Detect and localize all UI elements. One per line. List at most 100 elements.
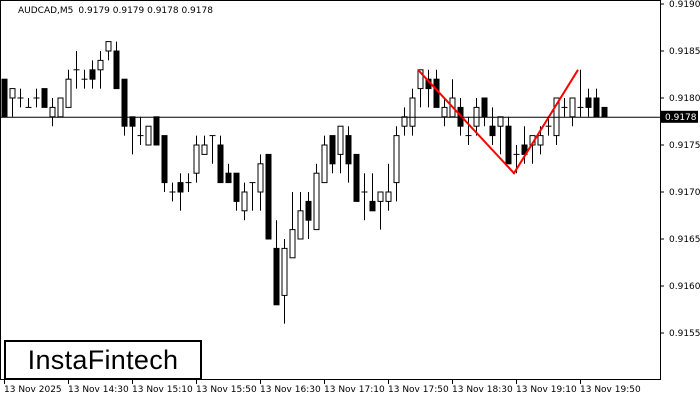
candle (25, 98, 32, 108)
chart-header: AUDCAD,M5 0.9179 0.9179 0.9178 0.9178 (18, 6, 213, 16)
candle-body-bull (393, 135, 400, 184)
candle-body-bear (153, 116, 160, 146)
candle (201, 135, 208, 155)
candle (73, 51, 80, 89)
candle-body-bull (409, 97, 416, 127)
candle (385, 163, 392, 211)
candle-body-bull (401, 116, 408, 127)
candle-body-bear (129, 116, 136, 127)
candle (281, 239, 288, 324)
candle-body-bear (433, 78, 440, 108)
y-tick-label: 0.9170 (669, 188, 700, 198)
candle-body-bear (1, 78, 8, 118)
candle (113, 41, 120, 90)
candles (1, 41, 608, 324)
candle (585, 88, 592, 117)
time-axis: 13 Nov 2025 13 Nov 14:30 13 Nov 15:10 13 No… (4, 380, 641, 395)
candle (545, 116, 552, 136)
x-tick-label: 13 Nov 19:10 (516, 385, 577, 395)
candle-body-bear (41, 88, 48, 108)
candle-body-bull (257, 163, 264, 193)
candle-body-bull (537, 135, 544, 146)
candle (97, 51, 104, 89)
x-tick-label: 13 Nov 15:50 (196, 385, 257, 395)
candle-body-bear (601, 106, 608, 118)
plot-border (0, 0, 661, 380)
candle (305, 192, 312, 239)
candle (361, 173, 368, 221)
candle (65, 69, 72, 108)
candle-body-bull (201, 144, 208, 155)
candle-body-bull (497, 116, 504, 127)
candle-body-bear (369, 200, 376, 212)
candle (121, 78, 128, 136)
candle-body-bull (9, 88, 16, 99)
candle (209, 135, 216, 164)
candle (505, 116, 512, 165)
instafintech-logo: InstaFintech (4, 340, 202, 380)
candle-body-bear (481, 97, 488, 118)
candle-body-bear (305, 200, 312, 221)
candle (273, 220, 280, 306)
candle (225, 163, 232, 184)
candle (345, 126, 352, 183)
candle (369, 173, 376, 212)
candle-body-bull (313, 172, 320, 231)
candle (145, 125, 152, 146)
y-tick-label: 0.9175 (669, 141, 700, 151)
candle (81, 69, 88, 89)
candle (465, 116, 472, 145)
candle-body-bear (353, 153, 360, 202)
candle (153, 116, 160, 146)
candle-body-bull (417, 69, 424, 90)
candle (57, 97, 64, 118)
symbol-label: AUDCAD,M5 (18, 6, 73, 16)
candle (17, 88, 24, 108)
x-tick-label: 13 Nov 18:30 (452, 385, 513, 395)
candle (313, 163, 320, 231)
candle-body-bear (585, 97, 592, 108)
candle (297, 192, 304, 240)
y-tick-label: 0.9190 (669, 0, 700, 10)
candle (185, 173, 192, 192)
candle (577, 69, 584, 117)
y-tick-label: 0.9185 (669, 47, 700, 57)
candle (161, 135, 168, 192)
y-tick-label: 0.9165 (669, 235, 700, 245)
candle-body-bear (161, 135, 168, 184)
ohlc-label: 0.9179 0.9179 0.9178 0.9178 (78, 6, 213, 16)
candle (233, 172, 240, 211)
candle (417, 69, 424, 108)
candle-body-bear (89, 69, 96, 80)
y-tick-label: 0.9155 (669, 329, 700, 339)
candle-body-bull (321, 144, 328, 184)
current-price-badge (661, 110, 698, 123)
candle-body-bear (265, 153, 272, 240)
candle (393, 126, 400, 202)
candle-body-bull (97, 59, 104, 71)
candle (337, 125, 344, 174)
candle (9, 88, 16, 117)
candle-body-bear (345, 135, 352, 165)
x-tick-label: 13 Nov 15:10 (132, 385, 193, 395)
y-tick-label: 0.9160 (669, 282, 700, 292)
candle (105, 41, 112, 61)
candle (377, 191, 384, 230)
x-tick-label: 13 Nov 17:50 (388, 385, 449, 395)
candle (193, 135, 200, 183)
candle-body-bear (329, 135, 336, 165)
price-axis: 0.9190 0.9185 0.9180 0.9175 0.9170 0.9165 0.91… (660, 0, 700, 339)
candle (249, 182, 256, 211)
candle (137, 116, 144, 145)
candle-body-bull (65, 78, 72, 108)
candle (353, 153, 360, 202)
candle-body-bull (145, 125, 152, 146)
candle-body-bear (113, 50, 120, 90)
candle (89, 60, 96, 89)
candle (177, 173, 184, 211)
candle (241, 182, 248, 221)
candle (321, 135, 328, 184)
candle (33, 88, 40, 108)
y-tick-label: 0.9180 (669, 94, 700, 104)
